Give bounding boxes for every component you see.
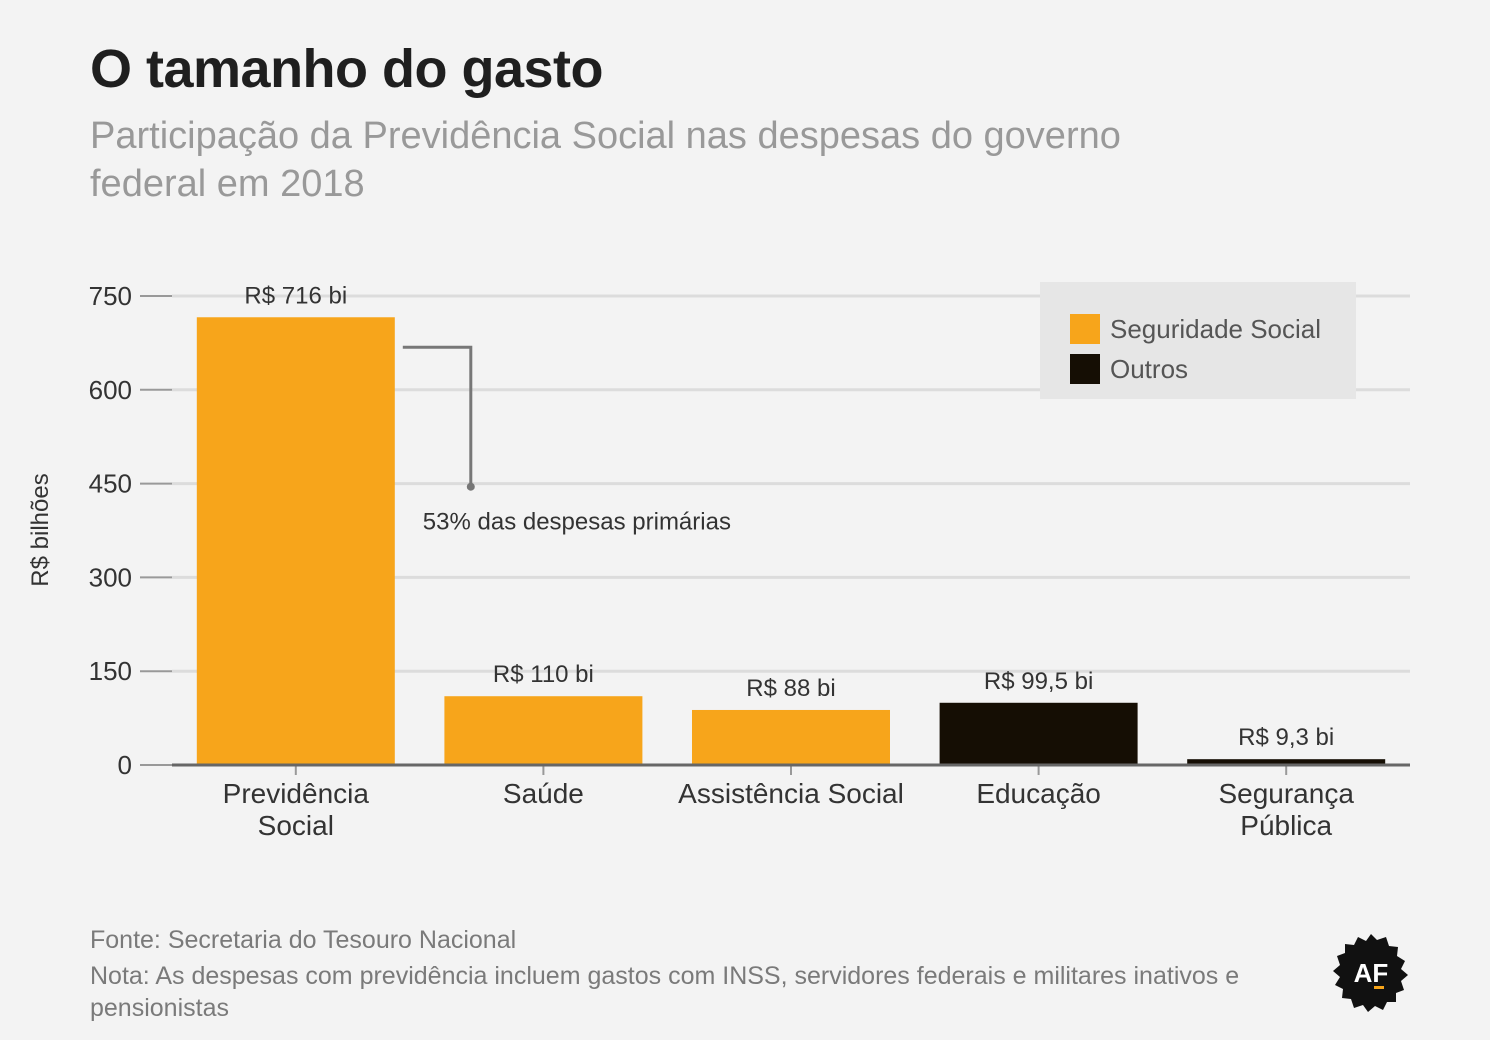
legend-swatch (1070, 354, 1100, 384)
logo-badge (1333, 934, 1408, 1012)
logo-accent (1374, 986, 1384, 989)
y-tick-label: 600 (89, 375, 132, 405)
source-note: Fonte: Secretaria do Tesouro Nacional (90, 926, 517, 954)
annotation-connector (402, 345, 473, 487)
logo-text: AF (1354, 958, 1389, 988)
legend-swatch (1070, 314, 1100, 344)
af-logo: AF (1333, 934, 1408, 1012)
bar (692, 709, 890, 765)
footnote: Nota: As despesas com previdência inclue… (90, 962, 1240, 1022)
y-tick-label: 450 (89, 469, 132, 499)
x-tick-label: Pública (1240, 810, 1332, 841)
data-label: R$ 88 bi (746, 675, 835, 702)
y-axis-label: R$ bilhões (27, 473, 54, 586)
x-tick-label: Assistência Social (678, 778, 904, 809)
chart-subtitle: Participação da Previdência Social nas d… (90, 115, 1121, 205)
annotation-text: 53% das despesas primárias (423, 509, 731, 536)
bar (444, 696, 643, 765)
y-tick-label: 150 (89, 656, 132, 686)
data-label: R$ 9,3 bi (1238, 724, 1334, 751)
bar-chart: 0 150 300 450 600 750 R$ bilhões R$ 716 bi Previ… (27, 281, 1410, 841)
x-tick-label: Educação (976, 778, 1101, 809)
x-tick-label: Saúde (503, 778, 584, 809)
y-tick-label: 750 (89, 281, 132, 311)
x-tick-label: Social (258, 810, 334, 841)
x-tick-label: Previdência (223, 778, 370, 809)
data-label: R$ 110 bi (493, 661, 594, 688)
y-tick-label: 0 (118, 750, 132, 780)
bar (196, 317, 395, 765)
legend-label: Seguridade Social (1110, 314, 1321, 344)
data-label: R$ 99,5 bi (984, 668, 1093, 695)
bar (1187, 759, 1386, 765)
x-tick-label: Segurança (1218, 778, 1354, 809)
bar (939, 702, 1138, 765)
y-tick-label: 300 (89, 562, 132, 592)
annotation-dot (466, 482, 475, 491)
legend-label: Outros (1110, 354, 1188, 384)
data-label: R$ 716 bi (244, 282, 347, 309)
chart-title: O tamanho do gasto (90, 39, 604, 99)
